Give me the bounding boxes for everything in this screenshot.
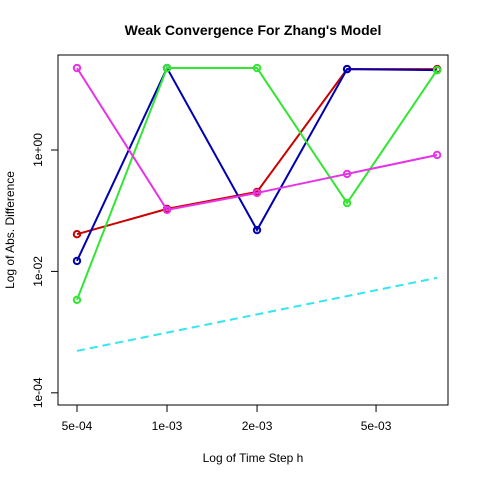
point bbox=[252, 225, 262, 235]
point bbox=[342, 169, 352, 179]
point bbox=[252, 63, 262, 73]
point bbox=[342, 64, 352, 74]
chart-title: Weak Convergence For Zhang's Model bbox=[125, 22, 382, 38]
y-axis-label: Log of Abs. Difference bbox=[3, 171, 17, 289]
y-tick-label: 1e-02 bbox=[31, 256, 45, 287]
x-tick-label: 5e-03 bbox=[361, 419, 392, 433]
series-line bbox=[76, 65, 438, 262]
point bbox=[72, 256, 82, 266]
point bbox=[342, 198, 352, 208]
y-tick-label: 1e+00 bbox=[31, 133, 45, 167]
point bbox=[72, 295, 82, 305]
point bbox=[252, 188, 262, 198]
y-tick-label: 1e-04 bbox=[31, 377, 45, 408]
series-line bbox=[76, 67, 438, 212]
point bbox=[162, 205, 172, 215]
x-tick-label: 2e-03 bbox=[242, 419, 273, 433]
series-line bbox=[76, 67, 438, 301]
point bbox=[72, 230, 82, 239]
point bbox=[432, 65, 442, 75]
x-tick-label: 1e-03 bbox=[152, 419, 183, 433]
point bbox=[432, 150, 442, 160]
series-line bbox=[76, 276, 438, 352]
x-tick-label: 5e-04 bbox=[62, 419, 93, 433]
point bbox=[72, 63, 82, 73]
x-axis-label: Log of Time Step h bbox=[203, 451, 304, 465]
point bbox=[162, 63, 172, 73]
plot-box bbox=[57, 54, 449, 406]
